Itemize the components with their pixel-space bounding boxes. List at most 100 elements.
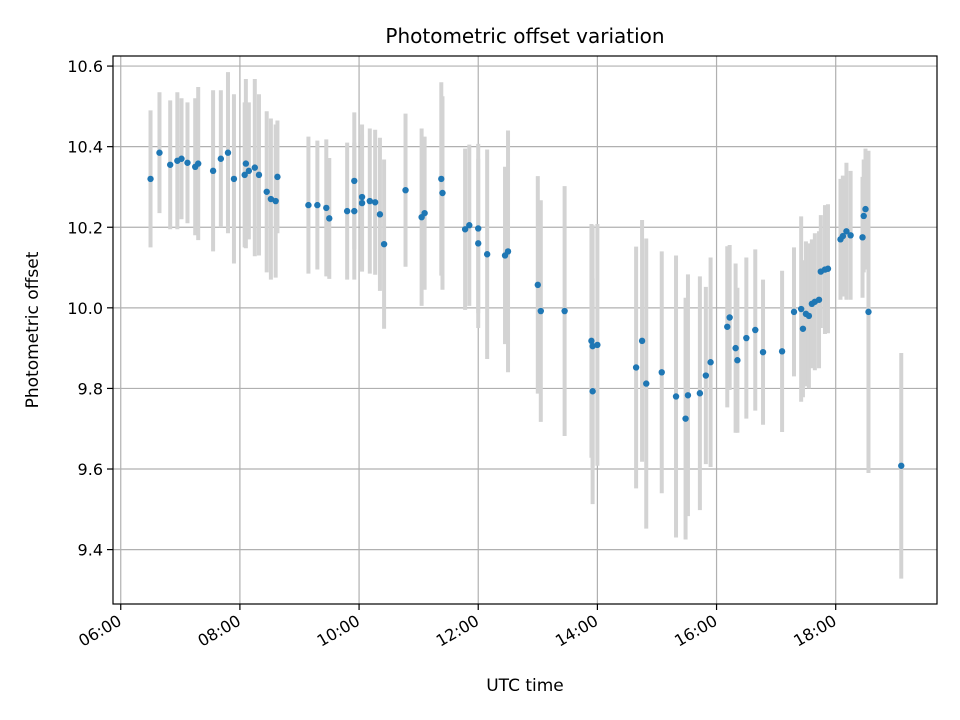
data-point (860, 212, 867, 220)
data-point (726, 314, 733, 321)
data-point (380, 240, 388, 248)
data-point (734, 357, 741, 364)
data-point (466, 222, 473, 229)
data-point (805, 312, 813, 320)
data-point (230, 175, 238, 183)
data-point (534, 281, 542, 289)
data-point (504, 248, 512, 255)
data-point (178, 155, 185, 162)
data-point (351, 207, 358, 215)
data-point (684, 392, 692, 399)
data-point (272, 197, 279, 205)
data-point (402, 186, 409, 194)
data-point (166, 161, 174, 168)
data-point (638, 337, 646, 345)
data-point (847, 232, 854, 239)
data-point (865, 308, 872, 316)
data-point (797, 305, 805, 313)
data-point (839, 232, 847, 240)
x-axis-label: UTC time (486, 676, 564, 696)
data-point (778, 348, 786, 355)
data-point (251, 164, 259, 171)
data-points (147, 149, 905, 469)
chart-title: Photometric offset variation (385, 24, 664, 48)
x-tick-label: 16:00 (671, 611, 720, 651)
data-point (862, 205, 869, 213)
data-point (483, 251, 491, 258)
data-point (461, 226, 469, 233)
plot-frame (112, 55, 938, 605)
data-point (588, 337, 595, 345)
data-point (672, 393, 680, 400)
data-point (245, 167, 253, 175)
y-tick-label: 10.6 (67, 57, 103, 76)
data-point (594, 341, 601, 349)
y-tick-label: 10.0 (67, 299, 103, 318)
data-point (274, 173, 281, 181)
data-point (358, 199, 366, 207)
x-tick-label: 14:00 (552, 611, 601, 651)
data-point (799, 325, 807, 332)
x-tick-label: 06:00 (75, 611, 124, 651)
data-point (724, 323, 731, 330)
data-point (255, 171, 263, 179)
data-point (326, 215, 333, 222)
data-point (224, 149, 232, 156)
data-point (707, 359, 714, 366)
data-point (371, 199, 379, 206)
data-point (898, 462, 905, 469)
data-point (475, 225, 482, 232)
x-tick-label: 10:00 (314, 611, 363, 651)
data-point (351, 177, 358, 185)
data-point (537, 307, 544, 315)
data-point (184, 159, 191, 166)
y-tick-label: 10.4 (67, 138, 103, 157)
y-tick-label: 9.8 (78, 379, 103, 398)
data-point (752, 326, 759, 334)
data-point (209, 167, 217, 175)
y-tick-label: 9.6 (78, 460, 103, 479)
data-point (815, 296, 823, 303)
data-point (439, 189, 446, 197)
data-point (859, 234, 866, 241)
data-point (561, 307, 568, 315)
y-tick-label: 9.4 (78, 541, 103, 560)
data-point (358, 193, 366, 201)
data-point (323, 204, 330, 212)
data-point (147, 175, 154, 183)
data-point (376, 211, 384, 218)
data-point (643, 380, 650, 387)
data-point (759, 348, 767, 356)
data-point (843, 228, 850, 235)
data-point (242, 160, 250, 167)
data-point (421, 209, 428, 217)
data-point (156, 149, 163, 156)
data-point (195, 160, 202, 167)
data-point (263, 188, 270, 195)
data-point (438, 175, 445, 183)
data-point (475, 240, 482, 247)
data-point (632, 364, 640, 371)
data-point (658, 369, 665, 376)
data-point (682, 415, 689, 422)
data-point (790, 308, 798, 316)
error-bars (148, 72, 904, 579)
data-point (314, 201, 321, 209)
data-point (343, 207, 351, 215)
y-tick-label: 10.2 (67, 218, 103, 237)
y-axis-label: Photometric offset (23, 251, 43, 408)
data-point (743, 334, 750, 342)
data-point (696, 390, 704, 397)
data-point (241, 171, 248, 179)
data-point (366, 197, 373, 205)
data-point (589, 388, 596, 395)
data-point (732, 344, 739, 352)
data-point (702, 372, 710, 379)
data-point (217, 155, 225, 162)
data-point (305, 201, 312, 209)
x-tick-label: 18:00 (790, 611, 839, 651)
data-point (824, 265, 832, 272)
x-tick-label: 12:00 (433, 611, 482, 651)
x-tick-label: 08:00 (194, 611, 243, 651)
